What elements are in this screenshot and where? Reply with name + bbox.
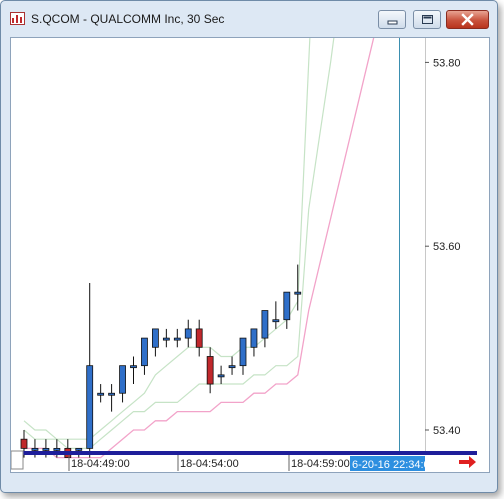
close-button[interactable] [446, 10, 489, 29]
candle-body[interactable] [283, 291, 291, 321]
candle-body[interactable] [151, 328, 159, 348]
y-tick-label: 53.60 [433, 241, 461, 253]
candle-body[interactable] [119, 365, 126, 394]
candle-body[interactable] [141, 337, 148, 367]
candle-body[interactable] [217, 374, 225, 378]
chart-window: S.QCOM - QUALCOMM Inc, 30 Sec 54.6054.40… [0, 0, 498, 493]
candle-body[interactable] [206, 356, 214, 385]
y-tick-label: 53.40 [433, 425, 461, 437]
moving-average-line-1 [23, 38, 311, 440]
candle-body[interactable] [42, 447, 50, 451]
candle-body[interactable] [108, 392, 115, 396]
candle-body[interactable] [195, 328, 203, 348]
cursor-time-label: 6-20-16 22:34:00 [352, 459, 436, 471]
candle-body[interactable] [86, 365, 94, 449]
candle-body[interactable] [97, 392, 105, 396]
candle-body[interactable] [239, 337, 247, 367]
title-bar[interactable]: S.QCOM - QUALCOMM Inc, 30 Sec [1, 1, 497, 35]
close-icon [461, 13, 474, 26]
window-title: S.QCOM - QUALCOMM Inc, 30 Sec [31, 12, 225, 26]
moving-average-line-2 [23, 38, 335, 449]
candle-body[interactable] [294, 291, 302, 295]
scroll-right-arrow-icon[interactable] [459, 456, 477, 468]
candlestick-chart[interactable]: 54.6054.4054.2054.0053.8053.6053.4018-04… [11, 38, 489, 472]
y-tick-label: 53.80 [433, 57, 461, 69]
cursor-time-label-bg [350, 456, 425, 471]
candle-body[interactable] [173, 337, 181, 341]
minimize-icon [387, 20, 398, 25]
candle-body[interactable] [75, 447, 83, 451]
candle-body[interactable] [250, 328, 258, 348]
minimize-button[interactable] [378, 10, 406, 29]
x-tick-label: 18-04:59:00 [291, 458, 350, 470]
candle-body[interactable] [130, 365, 137, 369]
chart-app-icon [10, 12, 25, 25]
candle-body[interactable] [162, 337, 170, 341]
moving-average-line-3 [24, 38, 375, 459]
x-tick-label: 18-04:49:00 [71, 458, 130, 470]
chart-area[interactable]: 54.6054.4054.2054.0053.8053.6053.4018-04… [10, 37, 490, 473]
x-tick-label: 18-04:54:00 [180, 458, 239, 470]
candle-body[interactable] [228, 365, 236, 369]
candle-body[interactable] [261, 310, 269, 339]
candle-body[interactable] [53, 447, 61, 451]
candle-body[interactable] [272, 319, 280, 323]
time-scroll-bar[interactable] [23, 451, 477, 455]
maximize-icon [422, 15, 433, 24]
candle-body[interactable] [184, 328, 192, 339]
maximize-button[interactable] [413, 10, 441, 29]
time-scroll-thumb[interactable] [11, 450, 24, 470]
candle-body[interactable] [20, 438, 28, 449]
candle-body[interactable] [31, 447, 39, 451]
